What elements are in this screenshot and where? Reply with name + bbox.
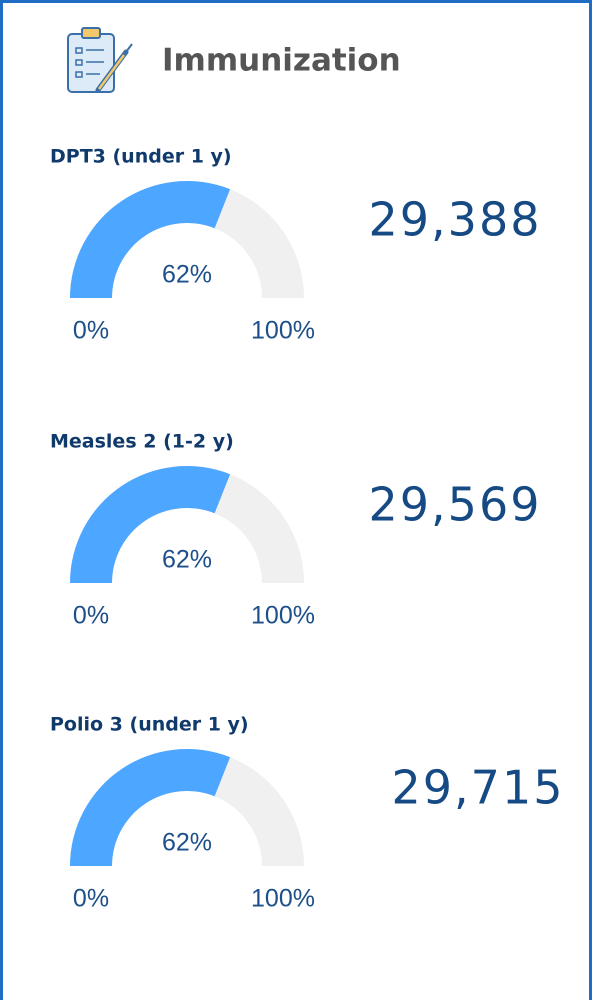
gauge-value — [70, 748, 231, 866]
gauge-value-label: 62% — [162, 829, 212, 857]
kpi-value: 29,715 — [392, 761, 565, 815]
gauge-tick-label: 100% — [251, 602, 315, 630]
gauge-tick-label: 0% — [73, 317, 109, 345]
gauge-title: Measles 2 (1-2 y) — [50, 431, 234, 453]
kpi-value: 29,388 — [369, 193, 542, 247]
gauge-tick-label: 0% — [73, 885, 109, 913]
gauge-title: Polio 3 (under 1 y) — [50, 714, 249, 736]
clipboard-icon — [67, 27, 133, 93]
gauge-value-label: 62% — [162, 261, 212, 289]
gauge-tick-label: 0% — [73, 602, 109, 630]
gauge-title: DPT3 (under 1 y) — [50, 146, 232, 168]
gauge-tick-label: 100% — [251, 885, 315, 913]
kpi-value: 29,569 — [369, 478, 542, 532]
page-title: Immunization — [162, 43, 401, 79]
gauge-value — [70, 465, 231, 583]
gauge-value — [70, 181, 231, 298]
gauge-tick-label: 100% — [251, 317, 315, 345]
gauge-value-label: 62% — [162, 546, 212, 574]
